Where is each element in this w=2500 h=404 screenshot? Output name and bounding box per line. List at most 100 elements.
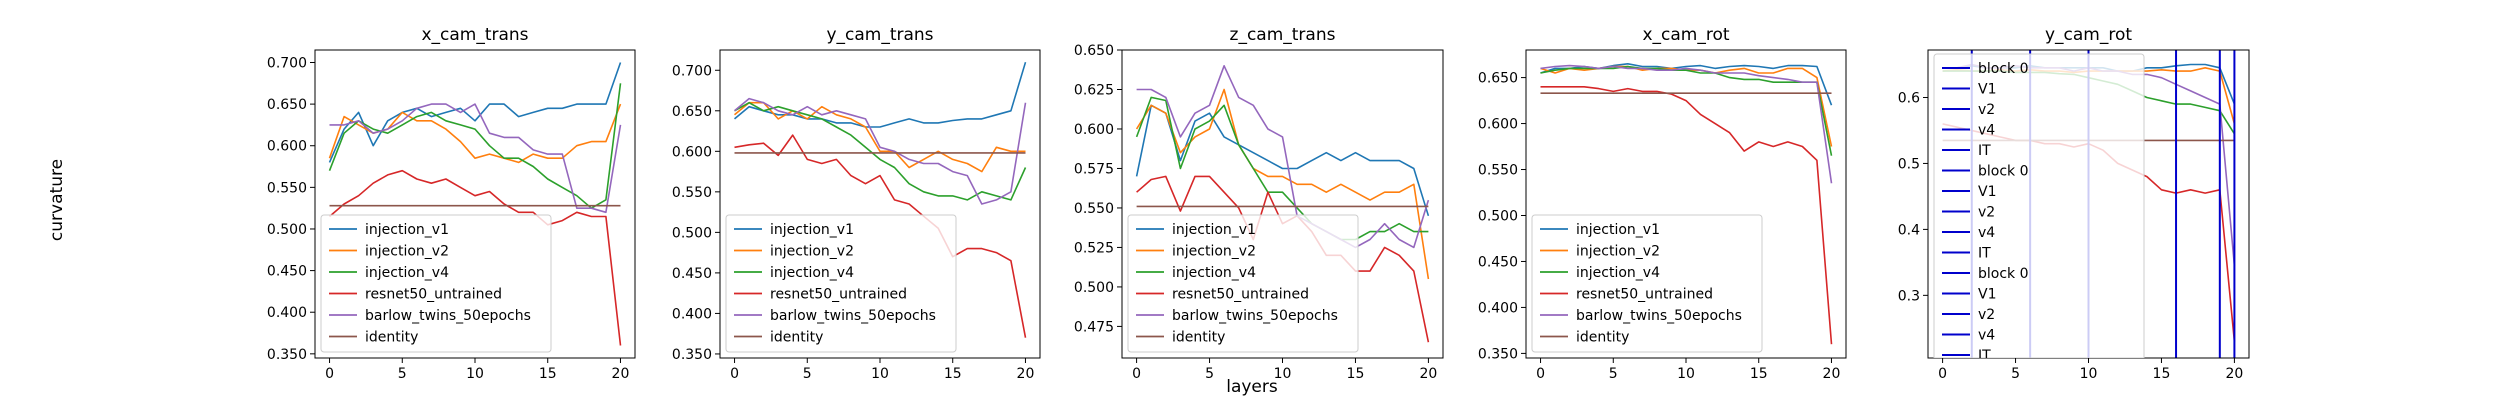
chart-title: y_cam_trans — [826, 25, 933, 45]
y-tick-label: 0.500 — [672, 225, 712, 241]
chart-title: x_cam_trans — [421, 25, 528, 45]
y-tick-label: 0.6 — [1898, 90, 1920, 106]
legend-box — [1127, 214, 1359, 353]
legend-label-injection_v2: injection_v2 — [1172, 244, 1256, 260]
x-tick-label: 20 — [2225, 366, 2243, 382]
series-line-injection_v4 — [1540, 65, 1833, 156]
y-tick-label: 0.450 — [267, 264, 307, 280]
x-tick-label: 15 — [2153, 366, 2171, 382]
series-line-injection_v1 — [328, 62, 622, 163]
y-tick-label: 0.650 — [672, 104, 712, 120]
x-tick-label: 10 — [2080, 366, 2098, 382]
legend-label: block 0 — [1978, 266, 2029, 282]
legend-label-barlow_twins_50epochs: barlow_twins_50epochs — [1172, 308, 1338, 324]
legend: injection_v1 injection_v2 injection_v4resn… — [725, 214, 957, 353]
y-tick-label: 0.400 — [267, 305, 307, 321]
y-tick-label: 0.5 — [1898, 156, 1920, 172]
chart-panel-x_cam_trans: x_cam_trans 0 5 10 15 20 0.350 0.400 0.450 0.500 0… — [267, 25, 636, 382]
y-tick-label: 0.550 — [672, 185, 712, 201]
y-tick-label: 0.400 — [1478, 300, 1518, 316]
y-tick-label: 0.550 — [1074, 201, 1114, 217]
x-tick-label: 5 — [398, 366, 407, 382]
legend-label-identity: identity — [1576, 330, 1629, 346]
y-tick-label: 0.650 — [267, 97, 307, 113]
legend: injection_v1 injection_v2 injection_v4resn… — [320, 214, 552, 353]
legend-box — [1531, 214, 1763, 353]
legend-label: V1 — [1978, 287, 1996, 303]
chart-title: z_cam_trans — [1230, 25, 1336, 45]
y-tick-label: 0.4 — [1898, 222, 1920, 238]
y-tick-label: 0.575 — [1074, 161, 1114, 177]
y-tick-label: 0.400 — [672, 306, 712, 322]
legend-label-resnet50_untrained: resnet50_untrained — [1172, 287, 1309, 303]
y-tick-label: 0.600 — [1478, 117, 1518, 133]
legend-label: v2 — [1978, 205, 1995, 221]
legend-label-injection_v4: injection_v4 — [1172, 265, 1256, 281]
legend-label: v4 — [1978, 328, 1995, 344]
y-tick-label: 0.700 — [672, 63, 712, 79]
series-line-barlow_twins_50epochs — [1540, 64, 1833, 184]
legend: block 0 V1 v2 v4 IT block 0 V1 v2 v4 IT block 0 V1 v… — [1933, 53, 2145, 358]
figure-xlabel: layers — [1226, 377, 1278, 397]
legend-label-injection_v4: injection_v4 — [770, 265, 854, 281]
x-tick-label: 0 — [1938, 366, 1947, 382]
x-tick-label: 10 — [1274, 366, 1292, 382]
legend-box — [725, 214, 957, 353]
series-line-barlow_twins_50epochs — [329, 103, 622, 214]
x-tick-label: 15 — [1750, 366, 1768, 382]
legend-label: IT — [1978, 143, 1991, 159]
legend-label: IT — [1978, 246, 1991, 262]
legend-label-identity: identity — [365, 330, 418, 346]
legend-label-resnet50_untrained: resnet50_untrained — [1576, 287, 1713, 303]
legend-label: V1 — [1978, 184, 1996, 200]
legend-label: V1 — [1978, 82, 1996, 98]
legend-label-injection_v1: injection_v1 — [1172, 222, 1256, 238]
legend: injection_v1 injection_v2 injection_v4resn… — [1531, 214, 1763, 353]
y-tick-label: 0.700 — [267, 55, 307, 71]
series-line-injection_v2 — [733, 101, 1026, 173]
y-tick-label: 0.500 — [1074, 280, 1114, 296]
x-tick-label: 0 — [730, 366, 739, 382]
series-line-resnet50_untrained — [328, 169, 622, 346]
y-tick-label: 0.600 — [267, 139, 307, 155]
x-tick-label: 10 — [1677, 366, 1695, 382]
x-tick-label: 20 — [1017, 366, 1035, 382]
legend-label-barlow_twins_50epochs: barlow_twins_50epochs — [770, 308, 936, 324]
x-tick-label: 0 — [325, 366, 334, 382]
y-tick-label: 0.350 — [672, 347, 712, 363]
y-tick-label: 0.500 — [267, 222, 307, 238]
legend-box — [320, 214, 552, 353]
chart-panel-z_cam_trans: z_cam_trans 0 5 10 15 20 0.475 0.500 0.525 0.550 0… — [1074, 25, 1444, 382]
x-tick-label: 5 — [1609, 366, 1618, 382]
series-line-injection_v4 — [1135, 96, 1429, 241]
x-tick-label: 10 — [466, 366, 484, 382]
y-tick-label: 0.3 — [1898, 288, 1920, 304]
legend-label-injection_v1: injection_v1 — [1576, 222, 1660, 238]
legend-label: block 0 — [1978, 164, 2029, 180]
series-line-resnet50_untrained — [734, 134, 1027, 338]
y-tick-label: 0.350 — [267, 347, 307, 363]
y-tick-label: 0.600 — [1074, 122, 1114, 138]
legend-label-injection_v2: injection_v2 — [365, 244, 449, 260]
x-tick-label: 20 — [612, 366, 630, 382]
legend-label-barlow_twins_50epochs: barlow_twins_50epochs — [365, 308, 531, 324]
y-tick-label: 0.450 — [672, 266, 712, 282]
legend-label-identity: identity — [770, 330, 823, 346]
y-tick-label: 0.550 — [1478, 163, 1518, 179]
figure-ylabel: curvature — [47, 159, 67, 241]
y-tick-label: 0.450 — [1478, 254, 1518, 270]
x-tick-label: 0 — [1536, 366, 1545, 382]
y-tick-label: 0.350 — [1478, 346, 1518, 362]
legend-label-injection_v2: injection_v2 — [1576, 244, 1660, 260]
x-tick-label: 15 — [539, 366, 557, 382]
y-tick-label: 0.525 — [1074, 240, 1114, 256]
y-tick-label: 0.475 — [1074, 319, 1114, 335]
legend-label-injection_v1: injection_v1 — [365, 222, 449, 238]
x-tick-label: 15 — [1347, 366, 1365, 382]
y-tick-label: 0.550 — [267, 180, 307, 196]
legend-label-resnet50_untrained: resnet50_untrained — [365, 287, 502, 303]
legend-label: v4 — [1978, 225, 1995, 241]
x-tick-label: 10 — [871, 366, 889, 382]
